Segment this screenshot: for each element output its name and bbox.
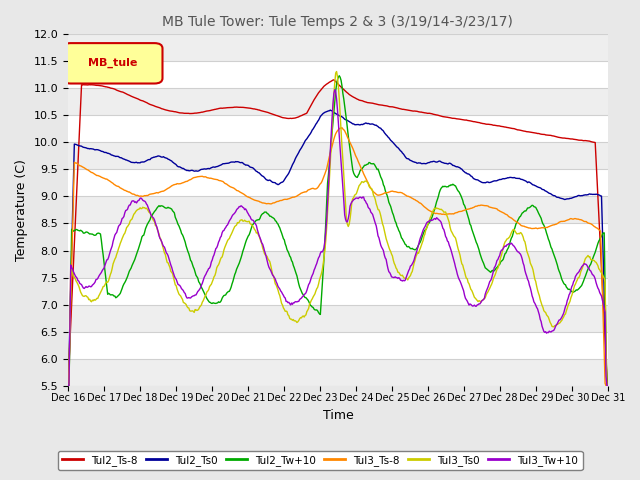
Bar [68,143,608,169]
Tul3_Ts-8 [160,188,168,194]
Tul2_Ts0 [383,133,391,139]
Tul3_Ts0 [203,289,211,295]
Tul3_Ts0 [472,295,479,301]
Tul2_Ts-8 [330,77,338,83]
Tul2_Ts0 [604,383,612,388]
Tul2_Ts-8 [160,107,168,112]
Tul2_Ts0 [308,127,316,133]
Tul3_Tw+10 [426,218,433,224]
Tul3_Ts-8 [203,175,211,180]
Tul3_Tw+10 [203,269,211,275]
Tul3_Ts0 [160,247,168,252]
Tul2_Ts0 [326,107,334,113]
Tul3_Ts-8 [308,186,316,192]
Legend: Tul2_Ts-8, Tul2_Ts0, Tul2_Tw+10, Tul3_Ts-8, Tul3_Ts0, Tul3_Tw+10: Tul2_Ts-8, Tul2_Ts0, Tul2_Tw+10, Tul3_Ts… [58,451,582,470]
Tul2_Tw+10 [308,304,316,310]
X-axis label: Time: Time [323,409,353,422]
Tul2_Ts-8 [203,108,211,114]
Tul3_Ts-8 [338,125,346,131]
Tul2_Ts0 [426,160,433,166]
Tul3_Tw+10 [308,273,316,278]
Line: Tul3_Ts-8: Tul3_Ts-8 [68,128,608,385]
Tul3_Tw+10 [383,262,391,267]
FancyBboxPatch shape [63,43,163,84]
Tul2_Ts-8 [426,110,433,116]
Tul3_Ts0 [426,217,433,223]
Line: Tul2_Ts-8: Tul2_Ts-8 [68,80,608,385]
Tul3_Ts0 [383,239,391,244]
Bar [68,304,608,332]
Line: Tul3_Tw+10: Tul3_Tw+10 [68,90,608,385]
Tul3_Tw+10 [160,243,168,249]
Line: Tul2_Ts0: Tul2_Ts0 [68,110,608,385]
Tul3_Tw+10 [64,383,72,388]
Line: Tul3_Ts0: Tul3_Ts0 [68,72,608,385]
Tul3_Ts0 [308,296,316,302]
Tul2_Ts-8 [604,383,612,388]
Tul2_Ts-8 [308,100,316,106]
Tul3_Ts-8 [472,204,479,209]
Tul3_Ts0 [64,383,72,388]
Tul3_Tw+10 [604,383,612,388]
Bar [68,88,608,115]
Tul2_Tw+10 [604,383,612,388]
Line: Tul2_Tw+10: Tul2_Tw+10 [68,76,608,385]
Tul3_Ts-8 [604,383,612,388]
Y-axis label: Temperature (C): Temperature (C) [15,159,28,261]
Tul2_Tw+10 [472,237,479,242]
Bar [68,251,608,277]
Tul2_Ts0 [160,154,168,159]
Tul2_Tw+10 [203,296,211,301]
Tul2_Ts-8 [472,119,479,125]
Tul2_Ts0 [203,166,211,172]
Tul2_Tw+10 [335,73,343,79]
Tul3_Ts0 [333,69,340,74]
Bar [68,359,608,385]
Tul2_Tw+10 [383,192,391,198]
Tul2_Ts-8 [383,103,391,109]
Tul2_Ts0 [472,177,479,182]
Text: MB_tule: MB_tule [88,58,137,68]
Tul3_Ts-8 [426,208,433,214]
Tul3_Ts0 [604,383,612,388]
Title: MB Tule Tower: Tule Temps 2 & 3 (3/19/14-3/23/17): MB Tule Tower: Tule Temps 2 & 3 (3/19/14… [163,15,513,29]
Tul2_Ts-8 [64,381,72,387]
Tul2_Tw+10 [426,220,433,226]
Tul2_Ts0 [64,383,72,388]
Tul3_Tw+10 [331,87,339,93]
Bar [68,35,608,61]
Tul2_Tw+10 [64,383,72,388]
Tul2_Tw+10 [160,204,168,209]
Tul3_Tw+10 [472,303,479,309]
Tul3_Ts-8 [383,190,391,196]
Bar [68,196,608,224]
Tul3_Ts-8 [64,383,72,388]
